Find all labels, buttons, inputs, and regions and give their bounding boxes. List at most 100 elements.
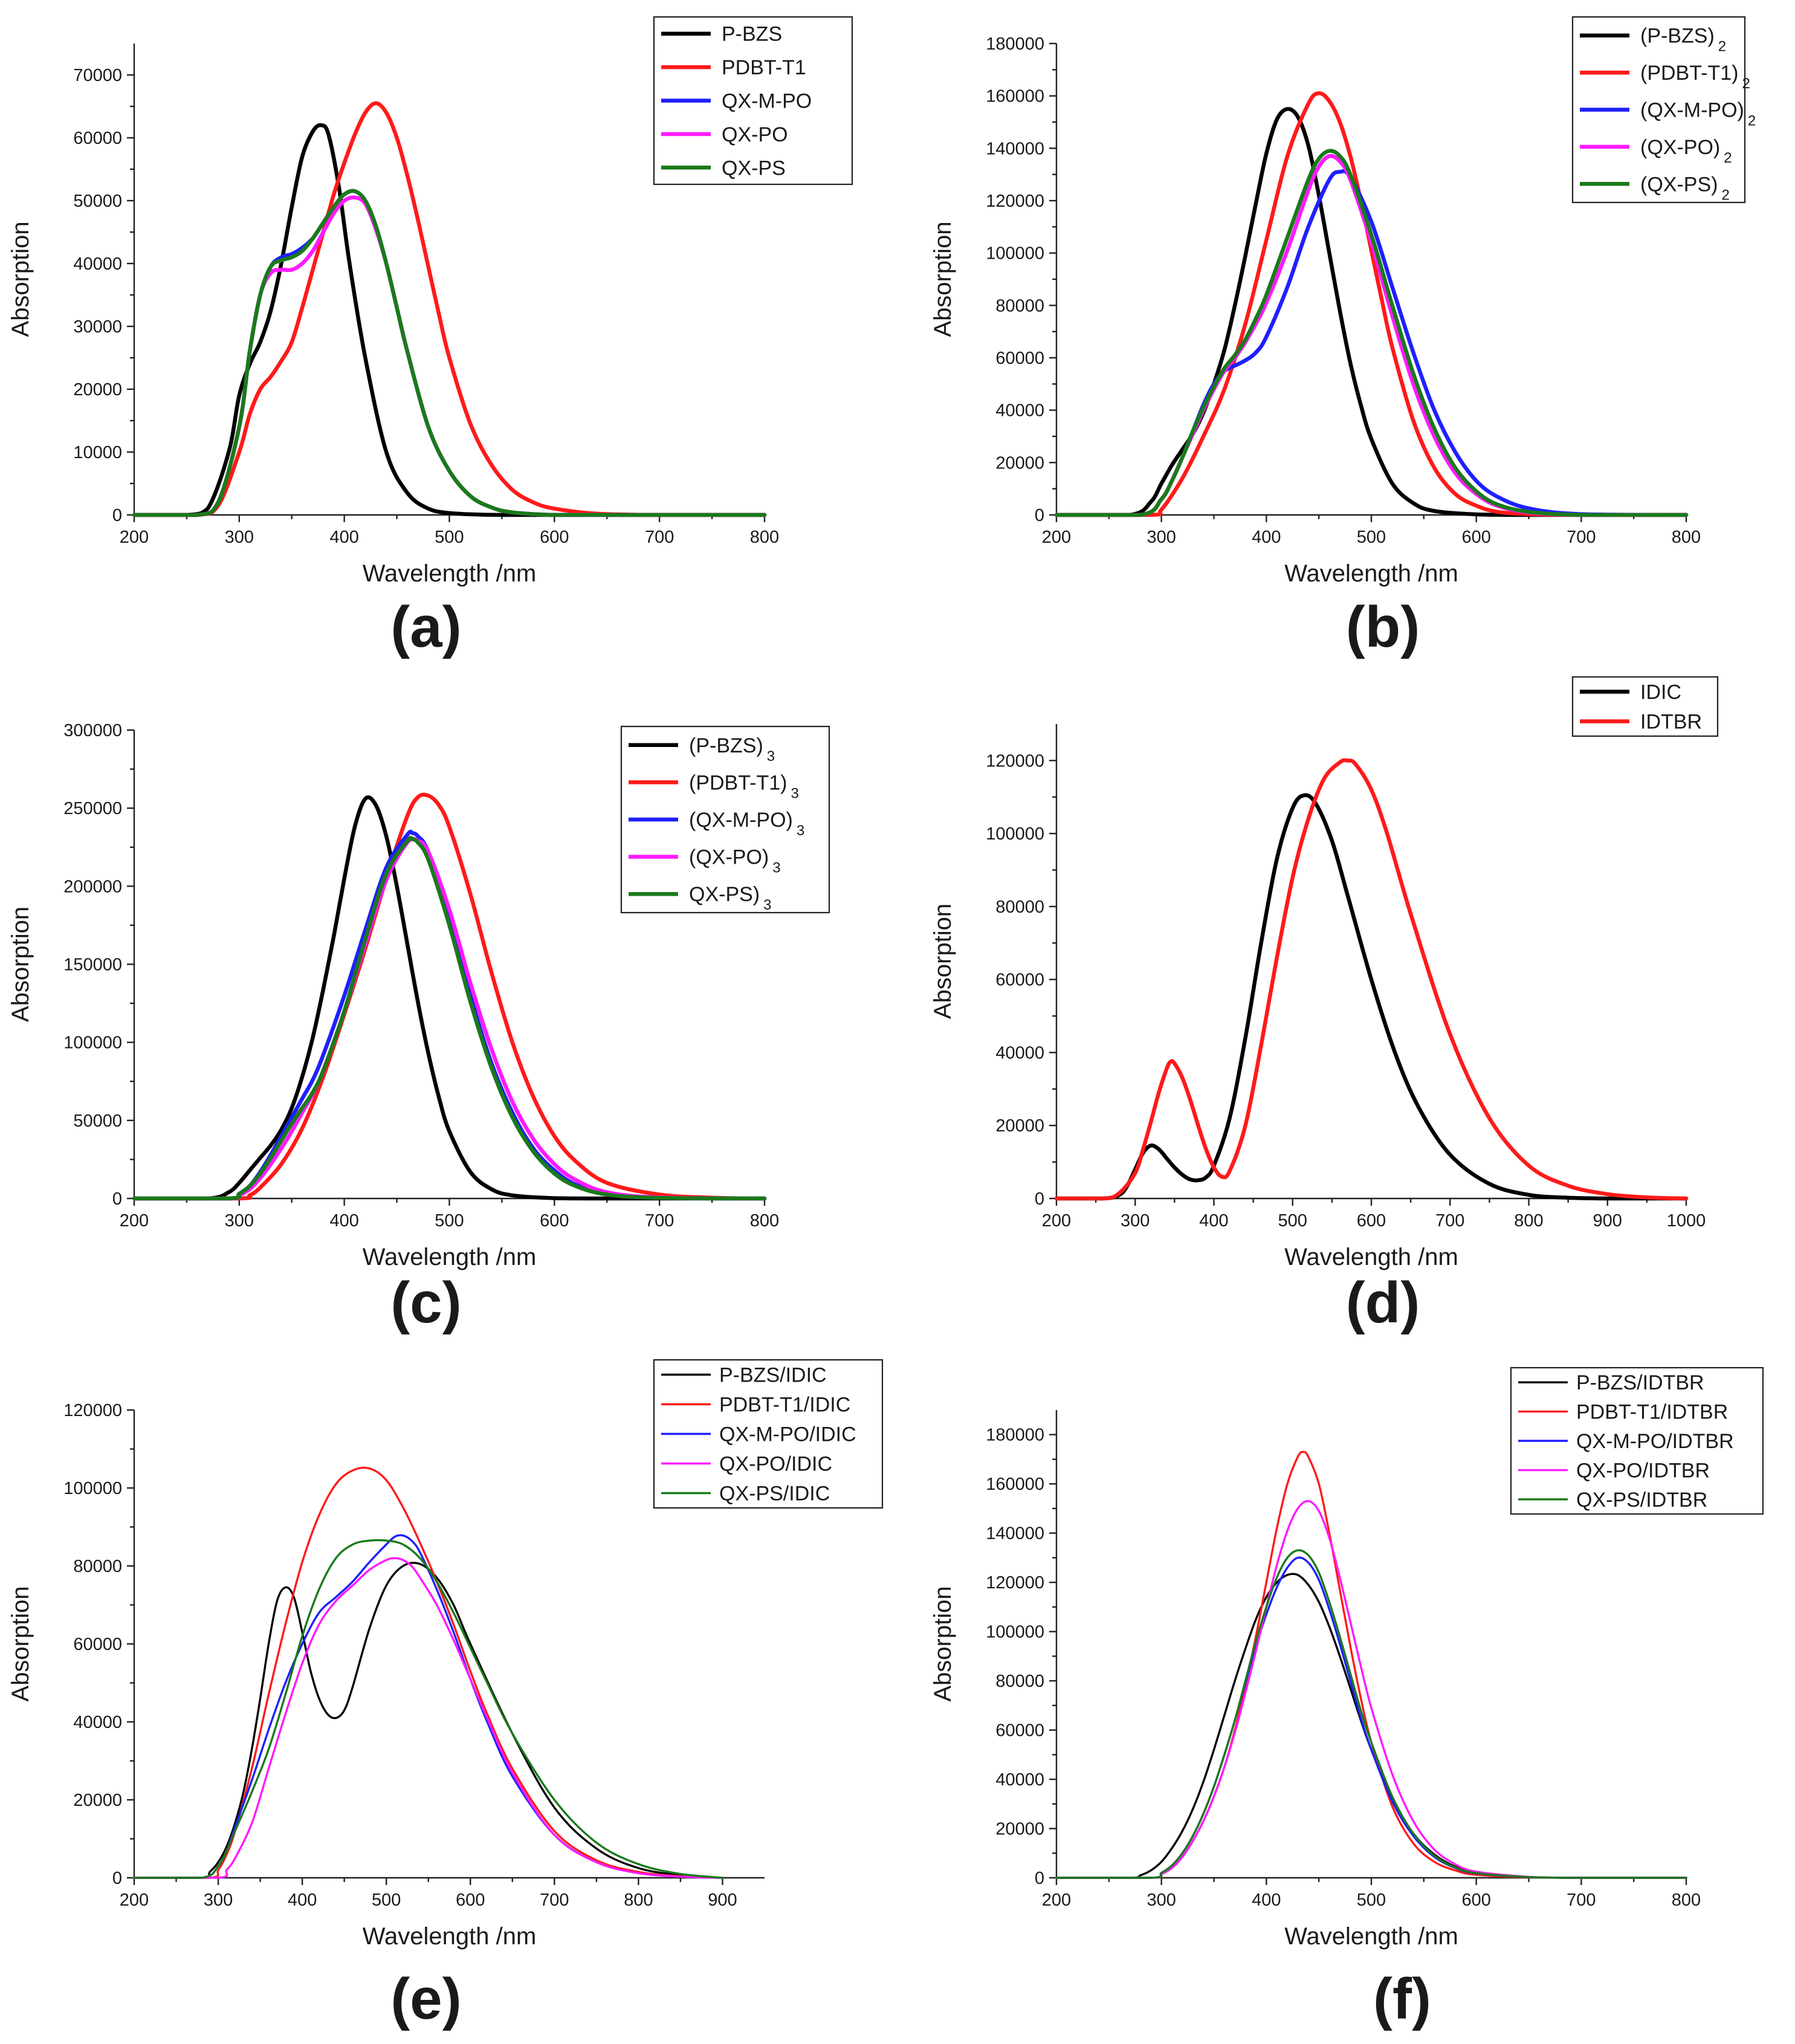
y-tick-label: 100000: [986, 824, 1044, 844]
x-tick-label: 800: [1672, 528, 1701, 547]
x-tick-label: 300: [1121, 1211, 1150, 1231]
y-tick-label: 70000: [73, 66, 122, 85]
y-tick-label: 120000: [63, 1401, 122, 1420]
series-line-qx-po-idic: [133, 1557, 724, 1879]
panel-label: (f): [1373, 1967, 1431, 2031]
y-tick-label: 160000: [986, 1475, 1044, 1494]
y-tick-label: 40000: [995, 1043, 1044, 1062]
chart-panel-6: 200 300 400 500 600 700 800 0 20000 40000 60000 800…: [930, 1366, 1764, 2031]
x-tick-label: 1000: [1667, 1211, 1706, 1231]
legend-label: P-BZS/IDTBR: [1576, 1371, 1704, 1394]
x-axis-label: Wavelength /nm: [363, 560, 537, 587]
x-tick-label: 300: [225, 528, 254, 547]
legend-label: QX-PS/IDIC: [719, 1483, 830, 1506]
x-tick-label: 400: [288, 1890, 317, 1910]
y-tick-label: 120000: [986, 1573, 1044, 1593]
panel-label: (b): [1346, 595, 1420, 659]
x-tick-label: 200: [1042, 528, 1071, 547]
x-tick-label: 800: [624, 1890, 653, 1910]
x-tick-label: 300: [225, 1211, 254, 1231]
chart-panel-4: 200 300 400 500 600 700 800 900 1000 0 20000 40000 6…: [930, 676, 1719, 1335]
x-tick-label: 200: [1042, 1211, 1071, 1231]
y-tick-label: 80000: [995, 897, 1044, 917]
x-tick-label: 500: [1357, 528, 1386, 547]
y-tick-label: 60000: [995, 349, 1044, 368]
y-tick-label: 30000: [73, 317, 122, 337]
x-axis-label: Wavelength /nm: [1284, 560, 1458, 587]
y-tick-label: 0: [112, 1189, 122, 1209]
y-tick-label: 60000: [995, 971, 1044, 990]
series-line-p-bzs: [132, 795, 767, 1201]
y-tick-label: 50000: [73, 192, 122, 211]
series-line-qx-ps-idtbr: [1055, 1549, 1687, 1879]
y-tick-label: 80000: [73, 1557, 122, 1576]
x-tick-label: 400: [1252, 528, 1281, 547]
y-tick-label: 0: [112, 506, 122, 525]
legend-label: PDBT-T1/IDIC: [719, 1394, 850, 1417]
x-tick-label: 600: [456, 1890, 485, 1910]
x-tick-label: 600: [1357, 1211, 1386, 1231]
legend-label: QX-M-PO/IDTBR: [1576, 1430, 1734, 1453]
x-tick-label: 700: [540, 1890, 569, 1910]
legend-label: P-BZS: [722, 23, 782, 46]
legend-label: P-BZS/IDIC: [719, 1364, 827, 1387]
y-axis-label: Absorption: [930, 904, 956, 1019]
y-tick-label: 20000: [73, 1791, 122, 1810]
legend-label: PDBT-T1/IDTBR: [1576, 1401, 1728, 1424]
panel-label: (d): [1346, 1270, 1420, 1335]
series-line-pdbt-t1: [132, 101, 767, 517]
series-line-qx-po: [1054, 154, 1689, 517]
y-axis-label: Absorption: [930, 221, 956, 337]
series-line-qx-po: [132, 836, 767, 1201]
chart-panel-5: 200 300 400 500 600 700 800 900 0 20000 40000 60000…: [7, 1359, 884, 2031]
y-tick-label: 0: [1035, 1189, 1044, 1209]
x-tick-label: 800: [750, 1211, 779, 1231]
legend-label: QX-PS: [722, 157, 786, 179]
y-tick-label: 250000: [63, 799, 122, 818]
x-axis-label: Wavelength /nm: [1284, 1244, 1458, 1270]
x-tick-label: 500: [435, 528, 464, 547]
y-tick-label: 100000: [986, 244, 1044, 264]
y-tick-label: 20000: [995, 1116, 1044, 1136]
y-tick-label: 140000: [986, 139, 1044, 158]
y-tick-label: 180000: [986, 1426, 1044, 1445]
x-tick-label: 500: [435, 1211, 464, 1231]
x-tick-label: 700: [1435, 1211, 1464, 1231]
x-tick-label: 400: [329, 528, 358, 547]
x-axis-label: Wavelength /nm: [363, 1923, 537, 1950]
x-tick-label: 600: [540, 1211, 569, 1231]
series-line-p-bzs-idic: [133, 1562, 724, 1879]
series-line-p-bzs: [132, 123, 767, 517]
x-tick-label: 400: [1252, 1890, 1281, 1910]
y-tick-label: 60000: [995, 1721, 1044, 1741]
legend-label: QX-PS/IDTBR: [1576, 1489, 1707, 1512]
series-line-pdbt-t1: [132, 792, 767, 1201]
y-tick-label: 0: [1035, 1869, 1044, 1888]
y-axis-label: Absorption: [7, 907, 34, 1022]
legend-label: QX-M-PO/IDIC: [719, 1423, 856, 1446]
y-tick-label: 20000: [73, 380, 122, 399]
y-tick-label: 140000: [986, 1524, 1044, 1544]
y-tick-label: 0: [1035, 506, 1044, 525]
y-tick-label: 20000: [995, 1820, 1044, 1839]
y-tick-label: 0: [112, 1869, 122, 1888]
series-line-qx-m-po-idtbr: [1055, 1556, 1687, 1879]
x-tick-label: 500: [1278, 1211, 1307, 1231]
x-tick-label: 300: [204, 1890, 233, 1910]
x-tick-label: 400: [329, 1211, 358, 1231]
series-line-qx-m-po: [1054, 169, 1689, 517]
x-tick-label: 200: [120, 1890, 149, 1910]
legend-label: QX-PO/IDIC: [719, 1453, 832, 1476]
legend-label: PDBT-T1: [722, 56, 806, 79]
y-tick-label: 80000: [995, 296, 1044, 315]
y-tick-label: 180000: [986, 34, 1044, 54]
series-line-qx-ps: [1054, 149, 1689, 517]
x-tick-label: 700: [1567, 1890, 1596, 1910]
legend-label: QX-PO: [722, 123, 788, 146]
legend-box: [1571, 676, 1719, 737]
x-tick-label: 700: [645, 1211, 674, 1231]
y-tick-label: 120000: [986, 751, 1044, 771]
x-axis-label: Wavelength /nm: [363, 1244, 537, 1270]
legend-label: QX-PO/IDTBR: [1576, 1459, 1710, 1482]
